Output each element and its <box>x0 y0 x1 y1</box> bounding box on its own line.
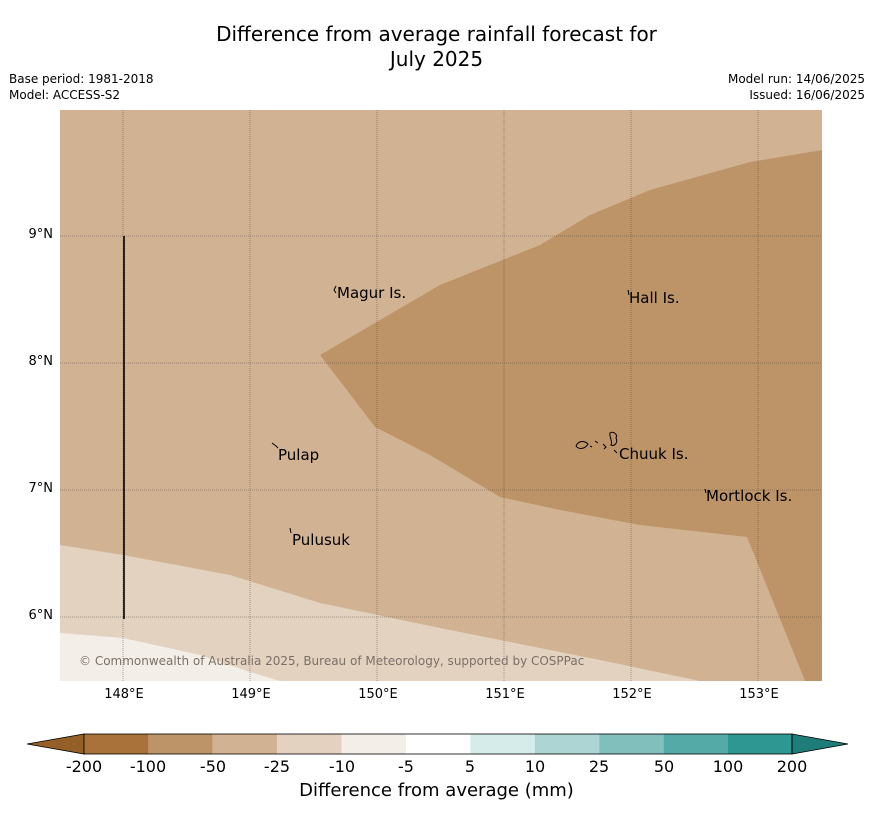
colorbar-bin-8 <box>534 734 600 754</box>
magur-island-outline <box>333 285 337 294</box>
pulap-island-outline <box>271 442 279 449</box>
chuuk-island-outline <box>575 431 618 454</box>
grid-lines <box>60 110 822 681</box>
hall-island-outline <box>627 289 630 296</box>
place-label-pulusuk: Pulusuk <box>292 531 350 549</box>
base-period: Base period: 1981-2018 <box>9 72 154 86</box>
region-minus25-minus10 <box>60 545 700 681</box>
colorbar-bin-4 <box>277 734 342 754</box>
colorbar-outline <box>83 733 793 755</box>
meta-right: Model run: 14/06/2025 Issued: 16/06/2025 <box>728 71 865 103</box>
colorbar-bin-10 <box>663 734 728 754</box>
colorbar-bin-1 <box>84 734 149 754</box>
lat-tick-8n: 8°N <box>28 354 54 369</box>
colorbar-tick-1: -200 <box>65 757 103 776</box>
lon-tick-151: 151°E <box>485 687 525 702</box>
colorbar-tick-3: -50 <box>199 757 227 776</box>
colorbar-tick-6: -5 <box>398 757 414 776</box>
meta-left: Base period: 1981-2018 Model: ACCESS-S2 <box>9 71 154 103</box>
colorbar-bin-5 <box>341 734 406 754</box>
colorbar-low-extend <box>26 733 85 755</box>
lon-tick-149: 149°E <box>231 687 271 702</box>
pulusuk-island-outline <box>289 527 292 534</box>
colorbar-tick-9: 25 <box>588 757 610 776</box>
place-label-hall: Hall Is. <box>629 289 680 307</box>
colorbar-bin-9 <box>599 734 664 754</box>
model-run: Model run: 14/06/2025 <box>727 72 865 86</box>
colorbar <box>26 733 849 755</box>
region-lt-minus50 <box>320 150 822 681</box>
title-line-1: Difference from average rainfall forecas… <box>216 22 657 46</box>
colorbar-tick-8: 10 <box>524 757 546 776</box>
place-label-mortlock: Mortlock Is. <box>706 487 793 505</box>
colorbar-tick-7: 5 <box>464 757 476 776</box>
colorbar-bin-3 <box>212 734 278 754</box>
lat-tick-7n: 7°N <box>28 481 54 496</box>
lon-tick-148: 148°E <box>104 687 144 702</box>
colorbar-high-extend <box>791 733 849 755</box>
place-label-chuuk: Chuuk Is. <box>619 445 689 463</box>
colorbar-bin-2 <box>148 734 213 754</box>
region-minus10-minus5 <box>60 633 280 681</box>
colorbar-tick-12: 200 <box>776 757 808 776</box>
place-label-magur: Magur Is. <box>337 284 407 302</box>
lon-tick-152: 152°E <box>612 687 652 702</box>
colorbar-tick-4: -25 <box>263 757 291 776</box>
model-name: Model: ACCESS-S2 <box>9 88 121 102</box>
colorbar-bin-7 <box>470 734 535 754</box>
copyright-note: © Commonwealth of Australia 2025, Bureau… <box>79 654 585 668</box>
rainfall-map[interactable] <box>0 0 873 700</box>
place-label-pulap: Pulap <box>278 446 320 464</box>
island-outlines <box>271 285 707 534</box>
issued-date: Issued: 16/06/2025 <box>749 88 865 102</box>
colorbar-bin-6 <box>406 734 471 754</box>
colorbar-tick-11: 100 <box>712 757 744 776</box>
colorbar-title: Difference from average (mm) <box>299 780 574 801</box>
lat-tick-9n: 9°N <box>28 227 54 242</box>
title-line-2: July 2025 <box>389 47 484 71</box>
lat-tick-6n: 6°N <box>28 608 54 623</box>
lon-tick-150: 150°E <box>358 687 398 702</box>
colorbar-tick-10: 50 <box>653 757 675 776</box>
colorbar-tick-2: -100 <box>129 757 167 776</box>
colorbar-tick-5: -10 <box>328 757 356 776</box>
lon-tick-153: 153°E <box>739 687 779 702</box>
colorbar-bin-11 <box>728 734 792 754</box>
mortlock-island-outline <box>704 488 707 494</box>
map-title: Difference from average rainfall forecas… <box>0 22 873 72</box>
